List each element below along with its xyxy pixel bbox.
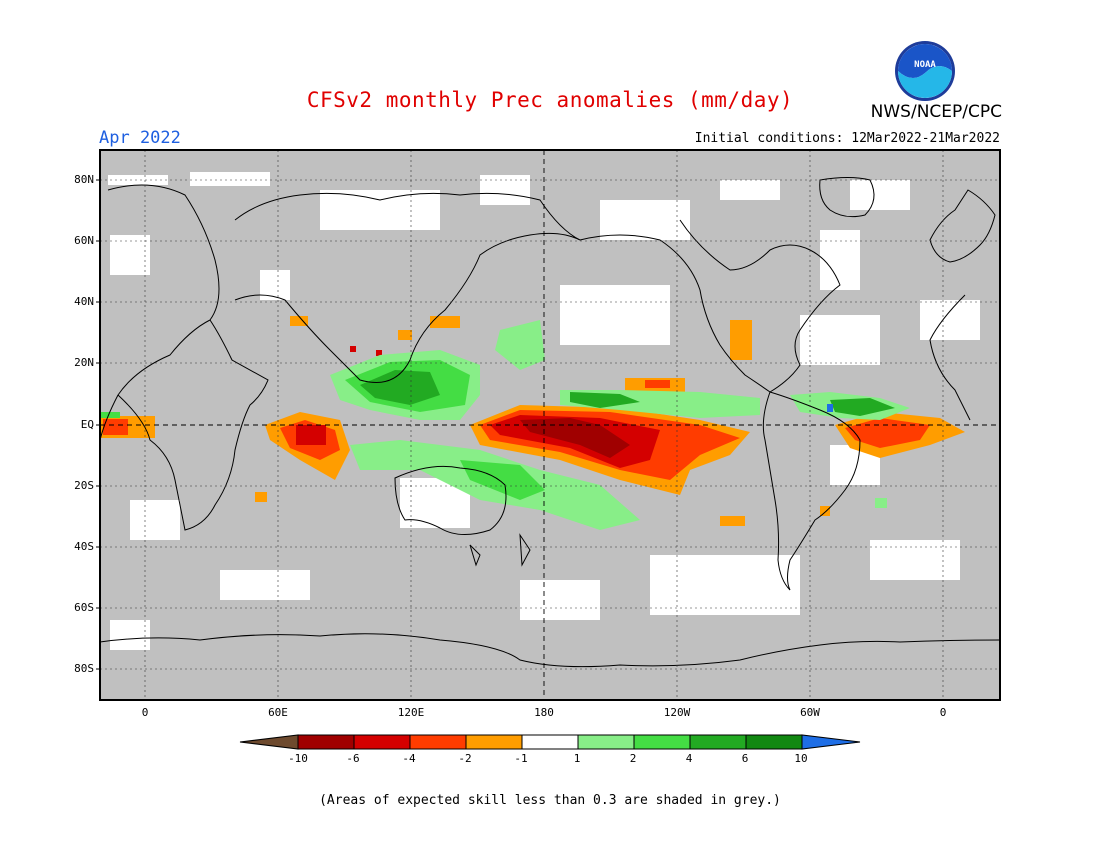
colorbar-segment [353,734,411,750]
neutral-white-patches [108,172,980,650]
lat-label: 20S [74,479,94,492]
lon-label: 0 [939,706,947,719]
lon-label: 120W [663,706,691,719]
lon-label: 120E [397,706,425,719]
month-label: Apr 2022 [99,128,181,148]
lat-label: EQ [80,418,94,431]
lat-label: 80S [74,662,94,675]
colorbar-label: 1 [573,752,581,765]
wet-anomaly-patches [100,320,910,530]
skill-footnote: (Areas of expected skill less than 0.3 a… [319,793,781,808]
colorbar-segment [745,734,803,750]
logo-text: NOAA [914,60,936,70]
colorbar-label: 6 [741,752,749,765]
colorbar-segment [297,734,355,750]
colorbar-label: -1 [514,752,528,765]
colorbar-label: 4 [685,752,693,765]
colorbar-segment [689,734,747,750]
colorbar-label: 10 [794,752,808,765]
lat-label: 40S [74,540,94,553]
lat-ticks [96,179,100,670]
colorbar-min-arrow [239,734,299,750]
lat-label: 80N [74,173,94,186]
initial-conditions-label: Initial conditions: 12Mar2022-21Mar2022 [694,131,1000,146]
lon-label: 180 [534,706,554,719]
colorbar-segment [465,734,523,750]
colorbar-label: -10 [288,752,308,765]
equator-and-dateline [100,150,1000,700]
colorbar-label: 2 [629,752,637,765]
agency-label: NWS/NCEP/CPC [870,102,1002,122]
coastlines [99,177,1001,668]
noaa-logo: NOAA [894,40,956,102]
lon-label: 60E [268,706,288,719]
colorbar-segment [577,734,635,750]
lat-label: 60N [74,234,94,247]
colorbar-segment [521,734,579,750]
map-title: CFSv2 monthly Prec anomalies (mm/day) [306,88,794,112]
lat-label: 40N [74,295,94,308]
lat-label: 60S [74,601,94,614]
colorbar-segment [633,734,691,750]
lat-label: 20N [74,356,94,369]
colorbar-segment [409,734,467,750]
colorbar-label: -4 [402,752,416,765]
colorbar-label: -2 [458,752,472,765]
colorbar-label: -6 [346,752,360,765]
colorbar-max-arrow [801,734,861,750]
lon-label: 60W [800,706,820,719]
dry-anomaly-patches [100,316,965,526]
lon-label: 0 [141,706,149,719]
